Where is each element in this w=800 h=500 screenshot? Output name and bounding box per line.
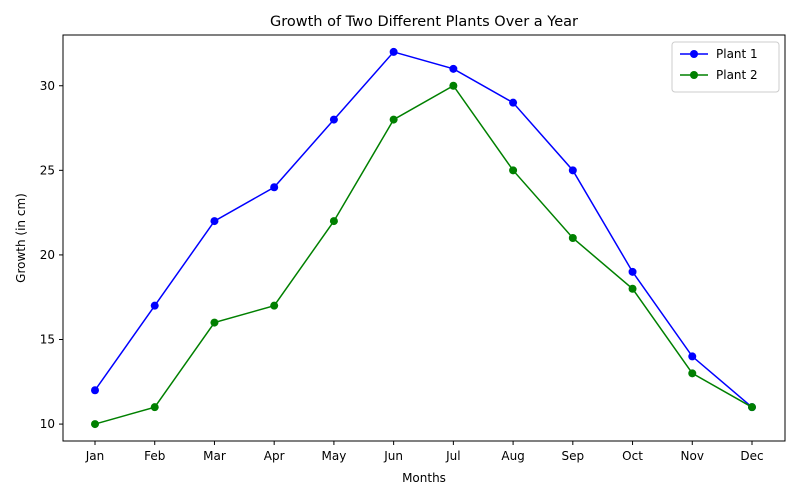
chart-title: Growth of Two Different Plants Over a Ye… (270, 14, 578, 30)
x-tick-label: Jun (383, 449, 403, 463)
y-tick-label: 10 (40, 417, 55, 431)
x-tick-label: Jul (445, 449, 460, 463)
x-axis-title: Months (402, 471, 446, 485)
series-layer (91, 47, 756, 429)
data-point (568, 234, 577, 242)
legend-item: Plant 1 (680, 47, 758, 61)
series-line (94, 51, 753, 408)
data-point (449, 64, 458, 73)
x-tick-label: Nov (681, 449, 704, 463)
x-tick-label: May (322, 449, 347, 463)
axis-ticks: Jan Feb Mar Apr May Jun Jul Aug Sep Oct Nov Dec 10 15… (40, 79, 764, 463)
legend-item: Plant 2 (680, 68, 758, 82)
plot-area-frame (62, 34, 786, 442)
x-tick-label: Mar (203, 449, 226, 463)
x-tick-label: Jan (85, 449, 105, 463)
data-point (150, 301, 159, 310)
x-tick-label: Dec (740, 449, 763, 463)
y-tick-label: 20 (40, 248, 55, 262)
data-point (628, 284, 637, 293)
data-point (270, 301, 279, 310)
data-point (628, 267, 637, 276)
y-tick-label: 15 (40, 333, 55, 347)
y-tick-label: 30 (40, 79, 55, 93)
data-point (509, 98, 518, 107)
series-line (94, 84, 753, 425)
series-2 (91, 81, 756, 429)
data-point (688, 369, 697, 378)
legend-label: Plant 1 (716, 47, 758, 61)
legend-marker (690, 50, 698, 58)
data-point (329, 115, 338, 124)
data-point (270, 183, 279, 192)
data-point (210, 318, 219, 327)
legend-marker (690, 71, 698, 79)
x-tick-label: Sep (562, 449, 585, 463)
legend-label: Plant 2 (716, 68, 758, 82)
data-point (91, 420, 99, 429)
data-point (748, 403, 756, 412)
data-point (91, 386, 99, 395)
data-point (688, 352, 697, 361)
x-tick-label: Oct (622, 449, 643, 463)
data-point (568, 166, 577, 175)
data-point (329, 217, 338, 226)
legend: Plant 1 Plant 2 (671, 41, 780, 93)
x-tick-label: Feb (144, 449, 165, 463)
x-tick-label: Apr (264, 449, 285, 463)
x-tick-label: Aug (501, 449, 524, 463)
y-axis-title: Growth (in cm) (14, 193, 28, 283)
y-tick-label: 25 (40, 163, 55, 177)
data-point (449, 81, 458, 90)
data-point (210, 217, 219, 226)
data-point (389, 47, 398, 56)
data-point (389, 115, 398, 124)
data-point (150, 403, 159, 412)
data-point (509, 166, 518, 175)
